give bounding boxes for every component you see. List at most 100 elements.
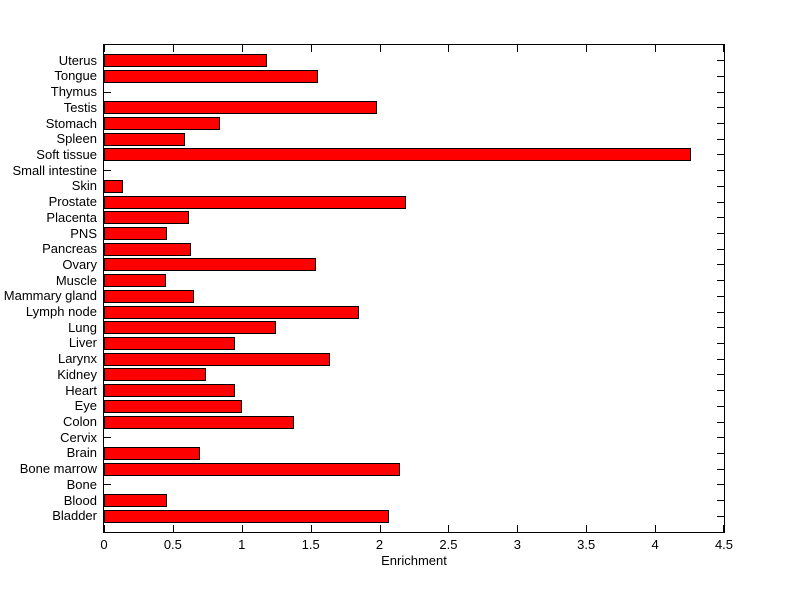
x-tick-label: 3.5: [577, 537, 596, 552]
x-tick-label: 4: [651, 537, 659, 552]
x-tick-label: 2.5: [439, 537, 458, 552]
x-axis-tick: [448, 525, 450, 532]
bar-ovary: [104, 258, 317, 272]
y-axis-tick: [717, 405, 724, 407]
x-axis-tick: [379, 525, 381, 532]
category-label: Bone: [66, 476, 97, 492]
y-axis-tick: [717, 233, 724, 235]
category-label: Lymph node: [25, 304, 97, 320]
category-label: Heart: [65, 382, 97, 398]
y-axis-category-labels: Uterus Tongue Thymus Testis Stomach Spleen Sof…: [0, 45, 97, 532]
x-tick-label: 0: [100, 537, 108, 552]
x-tick-label: 2: [375, 537, 384, 552]
y-axis-tick: [717, 185, 724, 187]
y-axis-tick: [104, 484, 111, 486]
y-axis-tick: [717, 91, 724, 93]
bar-muscle: [104, 274, 166, 288]
x-axis-tick: [655, 525, 657, 532]
bar-heart: [104, 384, 235, 398]
bar-colon: [104, 415, 295, 429]
plot-area: [103, 44, 725, 533]
bar-uterus: [104, 54, 267, 68]
bar-kidney: [104, 368, 206, 382]
y-axis-tick: [717, 170, 724, 172]
category-label: Bone marrow: [19, 461, 97, 477]
bar-larynx: [104, 352, 330, 366]
x-axis-tick: [104, 525, 105, 532]
x-axis-tick: [379, 45, 381, 52]
y-axis-tick: [717, 154, 724, 156]
bar-lymph-node: [104, 305, 359, 319]
x-axis-tick: [586, 525, 588, 532]
bar-bone-marrow: [104, 462, 401, 476]
bar-bladder: [104, 509, 390, 523]
y-axis-tick: [717, 201, 724, 203]
y-axis-tick: [717, 452, 724, 454]
category-label: Stomach: [45, 115, 97, 131]
category-label: Muscle: [55, 272, 97, 288]
y-axis-tick: [717, 421, 724, 423]
x-axis-tick: [655, 45, 657, 52]
category-label: Colon: [63, 414, 97, 430]
category-label: Lung: [68, 319, 97, 335]
category-label: Mammary gland: [3, 288, 97, 304]
y-axis-tick: [717, 390, 724, 392]
x-axis-tick: [104, 45, 105, 52]
category-label: Spleen: [56, 131, 97, 147]
x-axis-tick: [586, 45, 588, 52]
bar-spleen: [104, 132, 186, 146]
x-axis-tick: [310, 525, 312, 532]
category-label: Placenta: [46, 209, 97, 225]
category-label: Ovary: [62, 256, 97, 272]
category-label: Prostate: [48, 194, 97, 210]
y-axis-tick: [104, 170, 111, 172]
category-label: Small intestine: [12, 162, 97, 178]
x-tick-label: 4.5: [714, 537, 734, 552]
x-axis-tick-labels: 0 0.5 1 1.5 2 2.5 3 3.5 4 4.5: [100, 537, 733, 553]
y-axis-tick: [717, 138, 724, 140]
x-tick-label: 1: [238, 537, 246, 552]
x-axis-tick: [241, 525, 243, 532]
category-label: Bladder: [52, 508, 97, 524]
category-label: Blood: [63, 492, 97, 508]
bar-lung: [104, 321, 277, 335]
category-label: Skin: [71, 178, 97, 194]
category-label: Testis: [63, 99, 97, 115]
x-axis-tick: [517, 525, 519, 532]
y-axis-tick: [717, 107, 724, 109]
x-axis-tick: [172, 525, 174, 532]
y-axis-tick: [717, 264, 724, 266]
y-axis-tick: [104, 91, 111, 93]
bar-prostate: [104, 195, 406, 209]
bar-blood: [104, 494, 168, 508]
bar-placenta: [104, 211, 190, 225]
x-axis-tick: [517, 45, 519, 52]
y-axis-tick: [717, 75, 724, 77]
y-axis-tick: [717, 311, 724, 313]
y-axis-tick: [717, 295, 724, 297]
category-label: Larynx: [57, 351, 97, 367]
y-axis-tick: [717, 217, 724, 219]
y-axis-tick: [717, 248, 724, 250]
y-axis-tick: [717, 374, 724, 376]
bar-tongue: [104, 69, 318, 83]
x-axis-tick: [241, 45, 243, 52]
bar-liver: [104, 336, 235, 350]
y-axis-tick: [717, 327, 724, 329]
bar-brain: [104, 446, 201, 460]
category-label: Brain: [66, 445, 97, 461]
x-axis-tick: [723, 525, 724, 532]
bar-skin: [104, 179, 124, 193]
y-axis-tick: [717, 468, 724, 470]
category-label: Thymus: [50, 84, 97, 100]
category-label: Kidney: [57, 366, 97, 382]
y-axis-tick: [717, 484, 724, 486]
y-axis-tick: [717, 342, 724, 344]
x-tick-label: 1.5: [301, 537, 320, 552]
y-axis-tick: [717, 515, 724, 517]
x-axis-tick: [723, 45, 724, 52]
y-axis-tick: [717, 500, 724, 502]
x-tick-label: 0.5: [163, 537, 182, 552]
category-label: Tongue: [54, 68, 97, 84]
